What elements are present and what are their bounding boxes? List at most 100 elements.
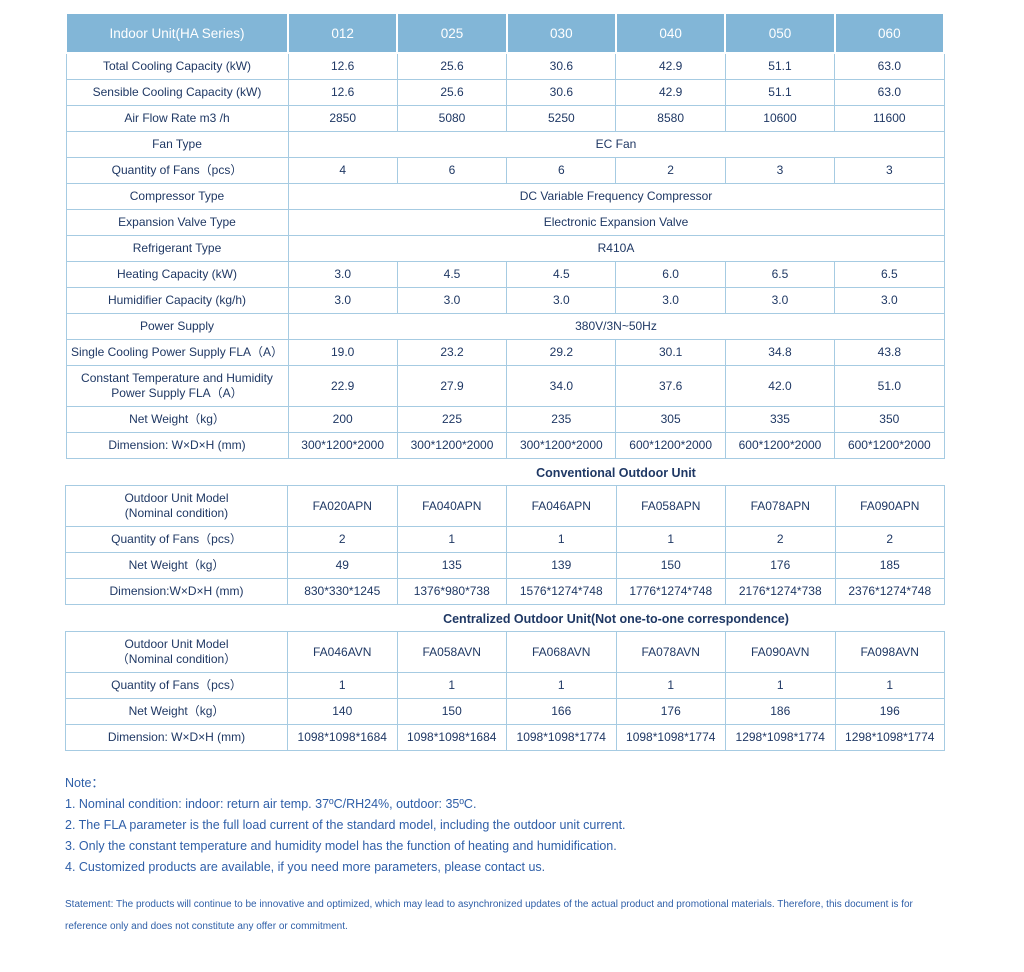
- row-label: Quantity of Fans（pcs）: [65, 526, 288, 553]
- spec-cell: 1298*1098*1774: [834, 724, 945, 751]
- row-label: Quantity of Fans（pcs）: [65, 672, 288, 699]
- table-row: Fan Type EC Fan: [65, 131, 945, 158]
- spec-cell: FA040APN: [396, 485, 507, 527]
- table-row: Power Supply 380V/3N~50Hz: [65, 313, 945, 340]
- table-row: Expansion Valve Type Electronic Expansio…: [65, 209, 945, 236]
- row-label: Air Flow Rate m3 /h: [65, 105, 289, 132]
- spec-cell: 3.0: [834, 287, 945, 314]
- note-item: 2. The FLA parameter is the full load cu…: [65, 818, 626, 832]
- spec-cell: FA020APN: [287, 485, 398, 527]
- spec-cell: 150: [396, 698, 507, 725]
- spec-cell: 185: [834, 552, 945, 579]
- spec-cell: 2: [834, 526, 945, 553]
- table-row: Single Cooling Power Supply FLA（A） 19.0 …: [65, 339, 945, 366]
- spec-cell: 2: [615, 157, 726, 184]
- spec-cell: 176: [725, 552, 836, 579]
- section-title-text: Conventional Outdoor Unit: [536, 466, 696, 480]
- table-row: Outdoor Unit Model （Nominal condition） F…: [65, 631, 945, 673]
- table-row: Dimension: W×D×H (mm) 300*1200*2000 300*…: [65, 432, 945, 459]
- table-row: Quantity of Fans（pcs） 1 1 1 1 1 1: [65, 672, 945, 699]
- table-row: Outdoor Unit Model (Nominal condition) F…: [65, 485, 945, 527]
- spec-cell: 1: [506, 672, 617, 699]
- model-column-header: 040: [614, 12, 727, 54]
- spec-cell: 63.0: [834, 79, 945, 106]
- spec-cell: 10600: [724, 105, 836, 132]
- spec-cell: 25.6: [396, 79, 508, 106]
- spec-cell: 1576*1274*748: [506, 578, 617, 605]
- spec-cell: 305: [615, 406, 726, 433]
- spec-cell: 196: [834, 698, 945, 725]
- spec-cell: 8580: [615, 105, 726, 132]
- spec-cell: 3.0: [724, 287, 836, 314]
- table-row: Quantity of Fans（pcs） 4 6 6 2 3 3: [65, 157, 945, 184]
- spec-cell: FA078APN: [725, 485, 836, 527]
- row-label: Fan Type: [65, 131, 289, 158]
- table-row: Constant Temperature and Humidity Power …: [65, 365, 945, 407]
- row-label: Net Weight（kg）: [65, 698, 288, 725]
- model-column-header: 050: [724, 12, 836, 54]
- spec-cell: 186: [725, 698, 836, 725]
- row-label: Total Cooling Capacity (kW): [65, 52, 289, 80]
- spec-cell: 19.0: [287, 339, 398, 366]
- row-label: Outdoor Unit Model (Nominal condition): [65, 485, 288, 527]
- spec-cell: 6: [506, 157, 617, 184]
- row-label: Refrigerant Type: [65, 235, 289, 262]
- spec-cell: 63.0: [834, 52, 945, 80]
- spec-cell: 4.5: [506, 261, 617, 288]
- spec-cell: 22.9: [287, 365, 398, 407]
- spec-cell: 6.0: [615, 261, 726, 288]
- section-title-text: Centralized Outdoor Unit(Not one-to-one …: [443, 612, 789, 626]
- spec-cell: 2: [725, 526, 836, 553]
- table-row: Refrigerant Type R410A: [65, 235, 945, 262]
- table-row: Net Weight（kg） 140 150 166 176 186 196: [65, 698, 945, 725]
- centralized-outdoor-table: Outdoor Unit Model （Nominal condition） F…: [65, 631, 945, 751]
- spec-cell: 1: [615, 672, 726, 699]
- spec-cell: FA090AVN: [725, 631, 836, 673]
- model-column-header: 030: [505, 12, 617, 54]
- table-row: Sensible Cooling Capacity (kW) 12.6 25.6…: [65, 79, 945, 106]
- table-row: Humidifier Capacity (kg/h) 3.0 3.0 3.0 3…: [65, 287, 945, 314]
- spec-cell: 1298*1098*1774: [725, 724, 836, 751]
- row-label: Humidifier Capacity (kg/h): [65, 287, 289, 314]
- spec-cell: 1098*1098*1774: [506, 724, 617, 751]
- spec-cell: 1376*980*738: [396, 578, 507, 605]
- spec-cell: 5250: [506, 105, 617, 132]
- spec-cell: 830*330*1245: [287, 578, 398, 605]
- spec-cell: 600*1200*2000: [724, 432, 836, 459]
- spec-cell: 37.6: [615, 365, 726, 407]
- spec-cell: 6.5: [724, 261, 836, 288]
- spec-cell: 600*1200*2000: [834, 432, 945, 459]
- row-label: Quantity of Fans（pcs）: [65, 157, 289, 184]
- spec-cell: 235: [506, 406, 617, 433]
- spec-span-cell: Electronic Expansion Valve: [287, 209, 945, 236]
- spec-cell: 42.9: [615, 52, 726, 80]
- spec-cell: 1098*1098*1684: [287, 724, 398, 751]
- spec-cell: 49: [287, 552, 398, 579]
- spec-cell: 300*1200*2000: [287, 432, 398, 459]
- indoor-header-row: Indoor Unit(HA Series) 012 025 030 040 0…: [65, 12, 946, 54]
- spec-cell: 135: [396, 552, 507, 579]
- spec-cell: FA098AVN: [834, 631, 945, 673]
- spec-cell: 23.2: [396, 339, 508, 366]
- indoor-unit-table: Indoor Unit(HA Series) 012 025 030 040 0…: [65, 12, 946, 459]
- table-row: Dimension:W×D×H (mm) 830*330*1245 1376*9…: [65, 578, 945, 605]
- spec-cell: 2: [287, 526, 398, 553]
- spec-cell: 51.1: [724, 79, 836, 106]
- note-heading: Note：: [65, 776, 104, 790]
- spec-cell: 6: [396, 157, 508, 184]
- model-column-header: 025: [396, 12, 508, 54]
- spec-cell: 140: [287, 698, 398, 725]
- spec-cell: 51.0: [834, 365, 945, 407]
- spec-cell: 1: [725, 672, 836, 699]
- spec-cell: 1: [396, 526, 507, 553]
- spec-cell: 1: [834, 672, 945, 699]
- table-row: Air Flow Rate m3 /h 2850 5080 5250 8580 …: [65, 105, 945, 132]
- spec-cell: FA058APN: [615, 485, 726, 527]
- spec-cell: 6.5: [834, 261, 945, 288]
- spec-cell: 42.9: [615, 79, 726, 106]
- spec-cell: 3: [834, 157, 945, 184]
- spec-cell: 1098*1098*1774: [615, 724, 726, 751]
- spec-cell: 1098*1098*1684: [396, 724, 507, 751]
- spec-cell: FA090APN: [834, 485, 945, 527]
- model-column-header: 012: [286, 12, 399, 54]
